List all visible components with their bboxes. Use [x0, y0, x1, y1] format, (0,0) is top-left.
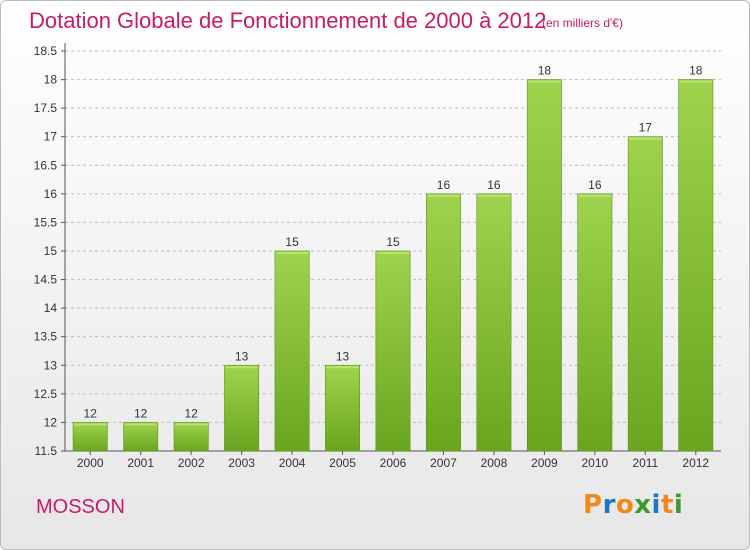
y-tick-label: 17	[44, 130, 58, 144]
y-tick-label: 13	[44, 358, 58, 372]
value-label: 12	[184, 406, 198, 420]
bar-2011	[627, 136, 663, 452]
bar-highlight	[74, 423, 107, 426]
y-tick-label: 18.5	[34, 44, 58, 58]
bar-highlight	[427, 194, 460, 197]
x-tick-label: 2007	[430, 456, 457, 470]
value-label: 16	[487, 178, 501, 192]
value-label: 15	[386, 235, 400, 249]
chart-subtitle: (en milliers d'€)	[542, 16, 623, 30]
x-tick-label: 2004	[279, 456, 306, 470]
y-tick-label: 15	[44, 244, 58, 258]
y-tick-label: 14	[44, 301, 58, 315]
bar-highlight	[376, 252, 410, 254]
logo-letter: i	[673, 490, 684, 520]
bar-2010	[577, 193, 613, 452]
value-label: 12	[84, 406, 98, 420]
bar-2008	[476, 193, 512, 452]
value-label: 18	[689, 64, 703, 78]
x-tick-label: 2011	[632, 456, 658, 470]
bar-highlight	[174, 423, 208, 426]
value-label: 13	[336, 349, 350, 363]
x-tick-label: 2012	[682, 456, 709, 470]
logo-letter: o	[615, 490, 635, 520]
bar-highlight	[629, 137, 662, 140]
bar-highlight	[679, 80, 712, 83]
x-tick-label: 2008	[481, 456, 508, 470]
y-tick-label: 18	[44, 73, 58, 87]
bar-highlight	[477, 194, 511, 197]
bar-2005	[325, 364, 360, 452]
bar-highlight	[326, 366, 359, 369]
logo-letter: P	[583, 490, 603, 520]
y-tick-label: 16.5	[34, 158, 58, 172]
y-tick-label: 12.5	[34, 387, 58, 401]
chart-title: Dotation Globale de Fonctionnement de 20…	[29, 8, 547, 33]
value-label: 17	[639, 121, 653, 135]
bar-2012	[678, 79, 714, 452]
y-tick-label: 11.5	[35, 444, 58, 458]
y-tick-label: 15.5	[34, 215, 58, 229]
bar-2001	[123, 422, 159, 452]
x-tick-label: 2009	[531, 456, 558, 470]
x-tick-label: 2010	[581, 456, 608, 470]
bar-highlight	[124, 423, 157, 426]
value-label: 13	[235, 349, 249, 363]
logo-letter: i	[651, 490, 661, 520]
commune-name: MOSSON	[36, 496, 125, 518]
y-tick-label: 14.5	[34, 273, 58, 287]
bar-highlight	[225, 366, 258, 369]
y-tick-label: 13.5	[34, 330, 58, 344]
logo-letter: x	[634, 490, 652, 520]
value-label: 12	[134, 406, 148, 420]
value-label: 16	[437, 178, 451, 192]
x-tick-label: 2001	[127, 456, 154, 470]
y-tick-label: 12	[44, 415, 58, 429]
x-tick-label: 2002	[178, 456, 205, 470]
bar-highlight	[578, 194, 612, 197]
y-tick-label: 16	[44, 187, 58, 201]
y-tick-label: 17.5	[34, 101, 58, 115]
value-label: 16	[588, 178, 602, 192]
x-tick-label: 2000	[77, 456, 104, 470]
x-tick-label: 2006	[380, 456, 407, 470]
bar-2002	[173, 422, 209, 452]
bar-2007	[426, 193, 461, 452]
bar-highlight	[275, 252, 309, 254]
bar-2000	[72, 422, 108, 452]
value-label: 15	[285, 235, 299, 249]
bar-2004	[274, 250, 310, 452]
bar-2003	[224, 364, 260, 452]
value-label: 18	[538, 64, 552, 78]
logo-letter: r	[602, 490, 616, 520]
x-tick-label: 2003	[228, 456, 255, 470]
bar-2009	[526, 79, 562, 452]
proxiti-logo: Proxiti	[583, 490, 683, 520]
logo-letter: t	[660, 490, 674, 520]
bar-2006	[375, 250, 411, 452]
x-tick-label: 2005	[329, 456, 356, 470]
bar-highlight	[528, 80, 561, 83]
